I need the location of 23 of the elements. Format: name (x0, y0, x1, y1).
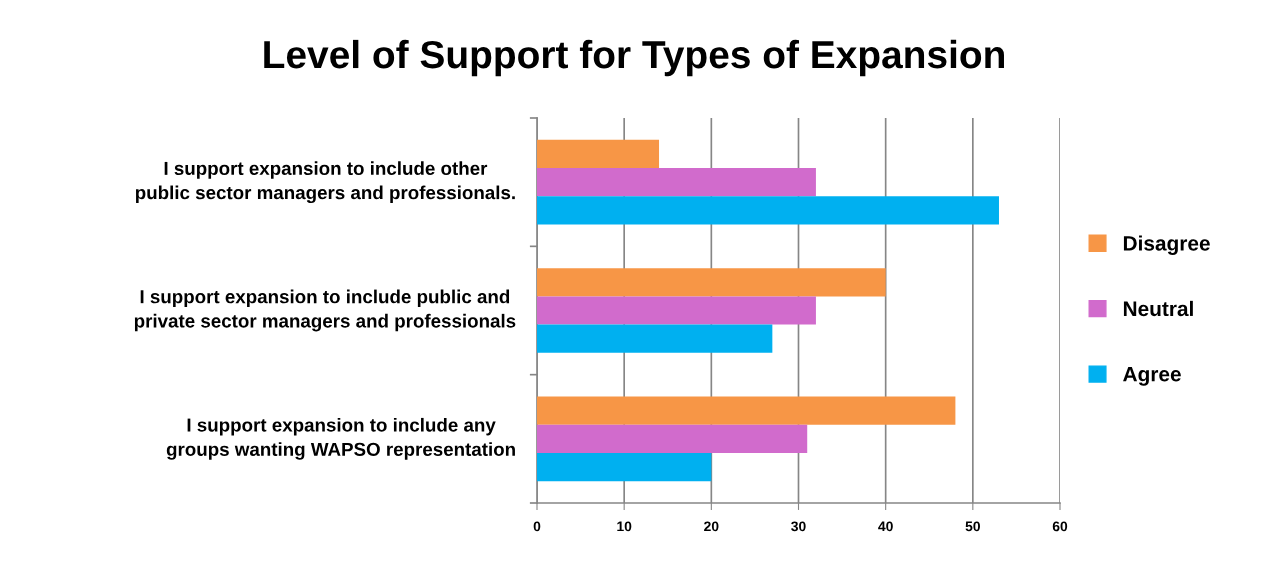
bar (537, 396, 956, 425)
x-tick-label: 50 (965, 521, 980, 532)
x-tick-label: 60 (1052, 521, 1068, 532)
bar (537, 139, 660, 169)
x-tick-label: 40 (878, 521, 893, 532)
x-tick-label: 20 (704, 521, 719, 532)
bar (537, 168, 816, 197)
y-tick-label: I support expansion to include any groups wanting WAPSO representation (166, 417, 515, 460)
bar (537, 452, 712, 482)
x-tick-label: 30 (791, 521, 806, 532)
bar (537, 296, 816, 325)
x-tick-label: 10 (617, 521, 632, 532)
bar (537, 196, 999, 225)
y-tick-label: I support expansion to include public and private sector managers and professionals (134, 289, 516, 332)
y-tick-label: I support expansion to include other public sector managers and professionals. (135, 161, 515, 204)
bar (537, 424, 808, 453)
bar (537, 324, 773, 353)
legend-label: Agree (1123, 366, 1181, 386)
legend-label: Neutral (1123, 300, 1193, 317)
legend-label: Disagree (1123, 235, 1210, 255)
bar (537, 268, 886, 297)
x-tick-label: 0 (533, 521, 541, 532)
chart-title: Level of Support for Types of Expansion (264, 39, 1004, 77)
